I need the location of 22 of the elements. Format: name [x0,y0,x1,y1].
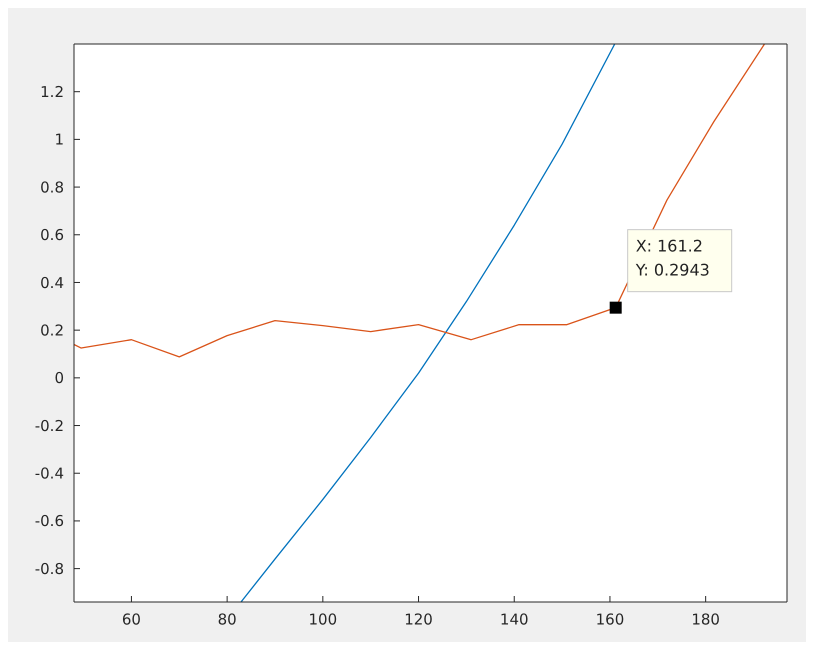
x-tick-label: 60 [122,610,141,629]
x-tick-label: 180 [691,610,720,629]
line-series [240,44,616,602]
y-tick-label: -0.4 [34,464,64,483]
y-tick-label: 0 [54,369,64,388]
x-tick-label: 80 [218,610,237,629]
y-tick-label: 0.4 [40,274,64,292]
y-tick-label: 0.2 [40,321,64,340]
x-tick-label: 160 [596,610,624,629]
y-tick-label: 0.6 [40,226,64,244]
x-tick-label: 120 [404,610,433,629]
y-tick-label: -0.2 [34,416,64,435]
y-tick-label: -0.8 [34,560,64,578]
annotation: X: 161.2 Y: 0.2943 [634,236,710,280]
x-tick-label: 100 [308,610,338,629]
y-tick-label: -0.6 [34,512,64,530]
datatip-box: X: 161.2 Y: 0.2943 [627,229,732,292]
y-tick-label: 1 [54,130,64,149]
y-tick-label: 1.2 [40,83,64,102]
x-tick-label: 140 [500,610,529,629]
line-series [74,44,766,358]
y-tick-label: 0.8 [40,178,64,196]
